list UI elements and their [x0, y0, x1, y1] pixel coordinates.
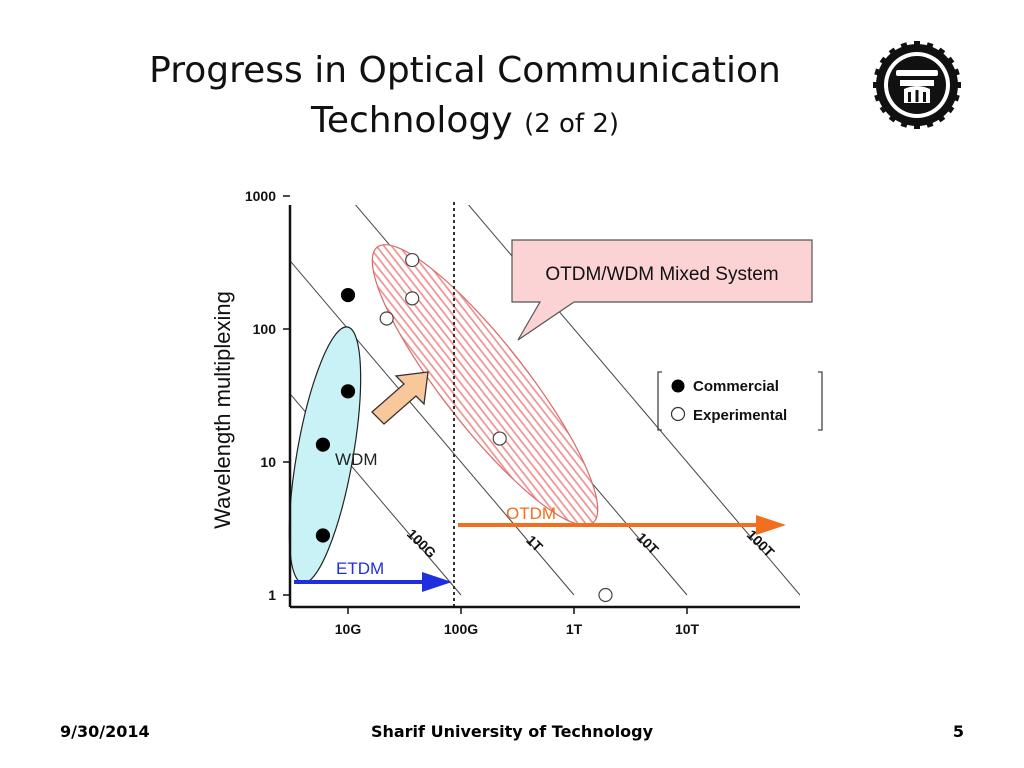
legend-experimental-label: Experimental	[693, 407, 787, 424]
legend-commercial-label: Commercial	[693, 378, 779, 395]
footer-page-number: 5	[952, 722, 964, 741]
title-line-2: Technology	[310, 100, 513, 141]
title-suffix: (2 of 2)	[524, 109, 620, 139]
commercial-point	[340, 287, 356, 303]
y-axis-label: Wavelength multiplexing	[210, 291, 235, 529]
etdm-arrow	[294, 572, 452, 592]
x-tick-label: 10G	[335, 621, 362, 637]
commercial-point	[315, 437, 331, 452]
capacity-line-label: 1T	[523, 532, 546, 555]
legend-commercial-marker	[671, 379, 685, 393]
x-tick-label: 10T	[675, 621, 700, 637]
experimental-point	[405, 291, 420, 306]
slide-title: Progress in Optical Communication Techno…	[60, 46, 870, 149]
legend-experimental-marker	[670, 406, 686, 422]
otdm-arrow	[458, 515, 786, 535]
otdm-label: OTDM	[506, 504, 556, 523]
footer-institution: Sharif University of Technology	[370, 722, 654, 741]
x-tick-label: 1T	[566, 621, 583, 637]
title-line-1: Progress in Optical Communication	[149, 50, 781, 91]
footer-date: 9/30/2014	[60, 722, 150, 741]
trend-arrow	[371, 371, 429, 425]
commercial-point	[315, 528, 331, 543]
experimental-point	[379, 311, 394, 326]
experimental-point	[492, 431, 507, 446]
chart-axes	[288, 205, 800, 609]
y-tick-label: 1000	[245, 190, 276, 204]
x-tick-label: 100G	[444, 621, 478, 637]
mixed-system-label: OTDM/WDM Mixed System	[545, 264, 778, 285]
etdm-label: ETDM	[336, 559, 384, 578]
capacity-line-label: 100G	[404, 526, 440, 562]
wdm-label: WDM	[335, 450, 377, 469]
capacity-line-label: 10T	[633, 529, 662, 558]
y-tick-label: 100	[253, 321, 277, 337]
sharif-university-logo-icon	[873, 41, 961, 129]
y-tick-label: 1	[268, 587, 276, 603]
chart: 100G 1T 10T 100T OTDM/WDM Mixed System OTDM…	[210, 190, 823, 637]
y-tick-label: 10	[260, 454, 276, 470]
mixed-system-region	[371, 244, 599, 526]
capacity-line	[290, 392, 462, 596]
commercial-point	[340, 384, 356, 399]
legend: Commercial Experimental	[657, 371, 823, 431]
experimental-point	[598, 587, 613, 603]
experimental-point	[405, 252, 420, 268]
mixed-system-callout: OTDM/WDM Mixed System	[511, 239, 813, 341]
